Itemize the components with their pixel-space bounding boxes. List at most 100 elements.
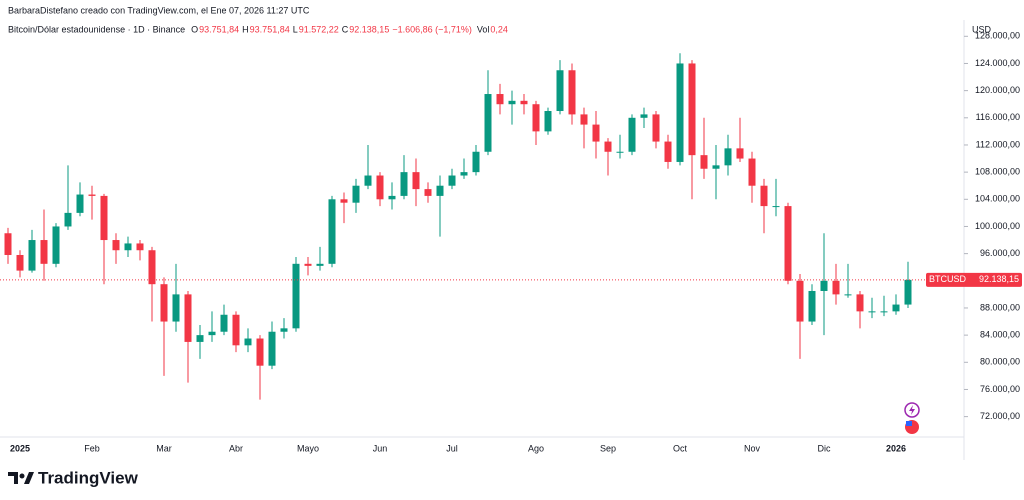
ohlc-key: L	[293, 24, 298, 34]
candle-body	[736, 148, 744, 159]
candle-body	[532, 104, 540, 132]
y-tick-label: 116.000,00	[976, 112, 1020, 122]
ohlc-value: 93.751,84	[250, 24, 290, 34]
y-tick-label: 128.000,00	[975, 31, 1020, 41]
candle-body	[400, 172, 408, 196]
candle-body	[232, 314, 240, 346]
x-tick-label: Sep	[600, 443, 616, 453]
candle-body	[112, 240, 120, 251]
candle-body	[172, 294, 180, 322]
ticker-label: BTCUSD	[929, 274, 967, 284]
candle-body	[184, 294, 192, 342]
candle-body	[664, 141, 672, 162]
x-tick-label: Mayo	[297, 443, 319, 453]
candle-body	[460, 172, 468, 176]
candle-body	[760, 185, 768, 207]
candle-body	[652, 114, 660, 142]
ohlc-value: 93.751,84	[199, 24, 239, 34]
candle-body	[844, 294, 852, 296]
candle-body	[796, 280, 804, 322]
x-tick-label: Ago	[528, 443, 544, 453]
x-tick-label: Feb	[84, 443, 100, 453]
candle-body	[244, 338, 252, 346]
candle-body	[808, 290, 816, 322]
candle-body	[256, 338, 264, 366]
candle-body	[40, 240, 48, 264]
candle-body	[136, 243, 144, 251]
y-tick-label: 100.000,00	[975, 221, 1020, 231]
candle-body	[28, 240, 36, 271]
candle-body	[868, 311, 876, 313]
ohlc-value: 92.138,15	[349, 24, 389, 34]
candle-body	[580, 114, 588, 125]
candle-body	[268, 331, 276, 366]
vol-key: Vol	[477, 24, 490, 34]
candle-body	[748, 158, 756, 186]
candle-body	[412, 172, 420, 190]
candle-body	[544, 111, 552, 132]
candle-body	[484, 94, 492, 152]
y-tick-label: 108.000,00	[975, 167, 1020, 177]
candle-body	[4, 233, 12, 255]
candle-body	[688, 63, 696, 156]
candle-body	[208, 331, 216, 336]
candle-body	[604, 141, 612, 152]
x-tick-label: Jul	[446, 443, 458, 453]
candle-body	[616, 151, 624, 153]
x-tick-label: Oct	[673, 443, 688, 453]
candle-body	[148, 250, 156, 285]
candle-body	[772, 206, 780, 208]
logo-text: TradingView	[38, 468, 139, 487]
candle-body	[52, 226, 60, 264]
candle-body	[220, 314, 228, 332]
price-tag	[926, 272, 1022, 287]
x-tick-label: Jun	[373, 443, 388, 453]
candle-body	[892, 304, 900, 312]
candle-body	[880, 311, 888, 313]
candle-body	[496, 94, 504, 105]
candle-body	[904, 279, 912, 305]
x-tick-label: Abr	[229, 443, 243, 453]
candle-body	[124, 243, 132, 251]
y-tick-label: 96.000,00	[980, 248, 1020, 258]
ohlc-key: C	[342, 24, 349, 34]
candle-body	[88, 194, 96, 196]
candle-body	[832, 280, 840, 295]
candle-body	[556, 70, 564, 112]
candle-body	[328, 199, 336, 264]
candle-body	[700, 155, 708, 169]
logo: TradingView	[8, 468, 139, 487]
candle-body	[316, 263, 324, 266]
ohlc-key: H	[242, 24, 249, 34]
candle-body	[76, 194, 84, 213]
candle-body	[196, 335, 204, 342]
candle-body	[64, 212, 72, 227]
candle-body	[100, 195, 108, 241]
candle-body	[16, 254, 24, 271]
y-tick-label: 80.000,00	[980, 357, 1020, 367]
candle-body	[628, 117, 636, 152]
ohlc-legend: O 93.751,84 H 93.751,84 L 91.572,22 C 92.138,15…	[191, 24, 508, 34]
y-tick-label: 124.000,00	[975, 58, 1020, 68]
y-tick-label: 84.000,00	[980, 330, 1020, 340]
candle-body	[304, 263, 312, 266]
candle-body	[568, 70, 576, 115]
currency: USD	[972, 24, 992, 34]
y-tick-label: 112.000,00	[976, 139, 1020, 149]
price-label: 92.138,15	[979, 274, 1019, 284]
candle-body	[292, 263, 300, 329]
candle-body	[448, 175, 456, 186]
candle-body	[856, 294, 864, 312]
candle-body	[364, 175, 372, 186]
candle-body	[340, 199, 348, 203]
candle-body	[424, 189, 432, 196]
candle-body	[388, 195, 396, 200]
x-tick-label: 2025	[10, 443, 30, 453]
ohlc-value: 91.572,22	[299, 24, 339, 34]
vol-value: 0,24	[490, 24, 508, 34]
candle-body	[472, 151, 480, 173]
candle-body	[280, 328, 288, 332]
candle-body	[712, 165, 720, 169]
icons	[904, 402, 920, 434]
